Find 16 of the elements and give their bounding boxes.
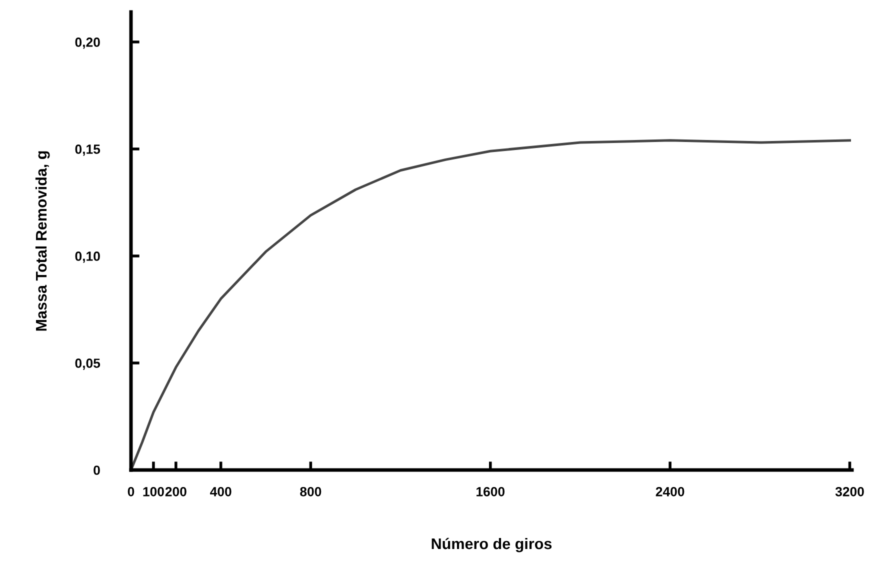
- line-series: [131, 139, 852, 470]
- x-tick-label: 1600: [476, 487, 505, 496]
- x-tick-label: 100: [143, 487, 164, 496]
- x-axis-title: Número de giros: [432, 538, 552, 552]
- y-axis-title: Massa Total Removida, g: [35, 151, 50, 331]
- y-tick-label: 0,05: [75, 358, 100, 370]
- y-tick-label: 0,15: [75, 144, 100, 156]
- y-tick-label: 0,10: [75, 252, 100, 263]
- x-tick-label: 800: [300, 487, 322, 496]
- x-tick-label: 400: [210, 487, 232, 496]
- y-tick-label: 0,20: [75, 38, 100, 49]
- x-tick-label: 200: [165, 487, 186, 496]
- x-tick-label: 0: [128, 487, 134, 496]
- y-tick-label: 0: [94, 466, 100, 475]
- x-tick-label: 3200: [835, 487, 864, 496]
- x-tick-label: 2400: [656, 487, 684, 496]
